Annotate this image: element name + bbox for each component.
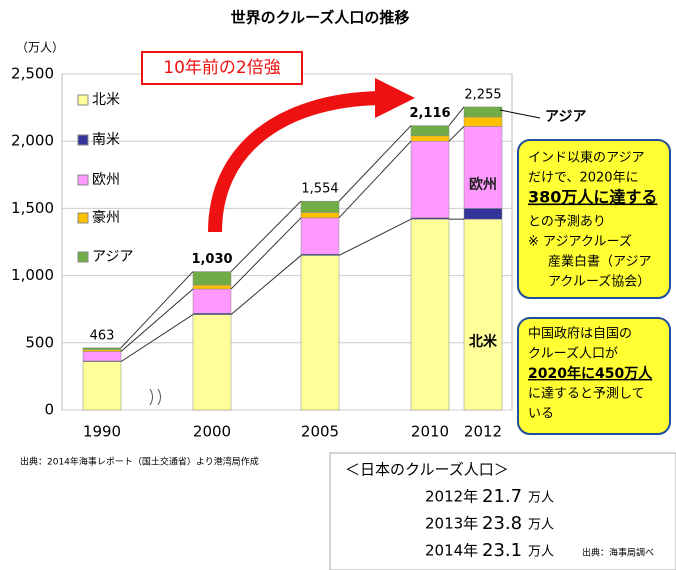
bar-segment xyxy=(410,135,450,142)
note-text: ※ アジアクルーズ xyxy=(528,234,632,250)
bar-segment xyxy=(82,349,122,352)
japan-unit: 万人 xyxy=(528,518,554,533)
japan-year: 2014年 xyxy=(425,542,478,560)
bar-segment xyxy=(463,208,503,220)
y-tick-label: 0 xyxy=(44,401,54,419)
note-text: との予測あり xyxy=(528,215,606,230)
bar-segment xyxy=(82,347,122,350)
y-tick-label: 1,500 xyxy=(11,199,54,217)
bar-label: 欧州 xyxy=(469,176,497,193)
connector xyxy=(338,125,412,202)
connector xyxy=(230,200,302,272)
bar-segment xyxy=(463,116,503,127)
note-text: いる xyxy=(528,407,554,422)
bar-segment xyxy=(410,140,450,219)
connector xyxy=(338,140,412,219)
y-tick-label: 2,500 xyxy=(11,65,54,83)
arrow xyxy=(208,91,381,233)
connector xyxy=(120,288,194,352)
legend-label: 南米 xyxy=(92,132,120,148)
axis-break xyxy=(149,388,161,406)
japan-year: 2012年 xyxy=(425,488,478,506)
connector xyxy=(230,217,302,290)
arrow-label: 10年前の2倍強 xyxy=(163,58,280,78)
bar-segment xyxy=(192,314,232,411)
bar-segment xyxy=(463,218,503,411)
bar-segment xyxy=(410,125,450,137)
y-tick-label: 1,000 xyxy=(11,266,54,284)
bar-segment xyxy=(192,284,232,290)
legend-swatch xyxy=(77,174,89,186)
connector xyxy=(448,126,465,142)
note-box xyxy=(517,139,671,299)
legend-swatch xyxy=(77,94,89,106)
note-text: だけで、2020年に xyxy=(528,171,639,186)
japan-value: 21.7 xyxy=(482,486,522,507)
connector xyxy=(120,314,194,363)
japan-box xyxy=(329,452,676,570)
callout-line xyxy=(499,109,541,119)
bar-label: 北米 xyxy=(469,333,498,350)
bar-segment xyxy=(463,106,503,118)
total-label: 1,554 xyxy=(301,182,338,197)
bar-segment xyxy=(82,351,122,362)
note-text: 2020年に450万人 xyxy=(528,365,653,382)
y-tick-label: 2,000 xyxy=(11,132,54,150)
total-label: 1,030 xyxy=(191,252,232,267)
japan-year: 2013年 xyxy=(425,515,478,533)
note-box xyxy=(517,317,671,435)
legend-swatch xyxy=(77,212,89,224)
bar-segment xyxy=(410,218,450,411)
japan-unit: 万人 xyxy=(528,491,554,506)
bar-segment xyxy=(300,255,340,411)
total-label: 463 xyxy=(90,328,115,343)
legend-label: 北米 xyxy=(92,92,120,108)
y-tick-label: 500 xyxy=(25,333,54,351)
x-tick-label: 2012 xyxy=(464,423,502,441)
japan-unit: 万人 xyxy=(528,545,554,560)
connector xyxy=(338,218,412,256)
total-label: 2,255 xyxy=(464,87,501,102)
note-text: アクルーズ協会） xyxy=(548,274,650,290)
legend-swatch xyxy=(77,251,89,263)
note-text: に達すると予測して xyxy=(528,387,645,402)
x-tick-label: 2010 xyxy=(411,423,449,441)
note-text: 中国政府は自国の xyxy=(528,327,632,342)
bar-label: アジア xyxy=(545,109,586,125)
x-tick-label: 1990 xyxy=(83,423,121,441)
arrow-head xyxy=(375,78,415,118)
bar-segment xyxy=(300,212,340,219)
arrow-label-box xyxy=(141,51,303,85)
y-axis-label: （万人） xyxy=(16,41,64,55)
note-text: 380万人に達する xyxy=(528,188,657,207)
chart-title: 世界のクルーズ人口の推移 xyxy=(231,9,410,27)
source: 出典：2014年海事レポート（国土交通省）より港湾局作成 xyxy=(20,456,259,468)
legend-label: アジア xyxy=(92,249,133,265)
legend-label: 豪州 xyxy=(92,210,120,226)
connector xyxy=(448,106,465,126)
total-label: 2,116 xyxy=(409,106,450,121)
bar-segment xyxy=(82,361,122,411)
note-text: 産業白書（アジア xyxy=(548,254,651,270)
bar-segment xyxy=(463,126,503,209)
japan-title: ＜日本のクルーズ人口＞ xyxy=(345,461,509,479)
x-tick-label: 2005 xyxy=(301,423,339,441)
bar-segment xyxy=(300,200,340,213)
legend-swatch xyxy=(77,134,89,146)
legend-label: 欧州 xyxy=(92,172,120,188)
japan-source: 出典：海事局調べ xyxy=(582,547,654,559)
note-text: クルーズ人口が xyxy=(528,346,618,362)
japan-value: 23.8 xyxy=(482,513,522,534)
note-text: インド以東のアジア xyxy=(528,150,644,166)
x-tick-label: 2000 xyxy=(193,423,231,441)
bar-segment xyxy=(192,288,232,314)
connector xyxy=(230,255,302,315)
bar-segment xyxy=(300,217,340,255)
bar-segment xyxy=(192,271,232,286)
japan-value: 23.1 xyxy=(482,540,522,561)
connector xyxy=(120,271,194,349)
